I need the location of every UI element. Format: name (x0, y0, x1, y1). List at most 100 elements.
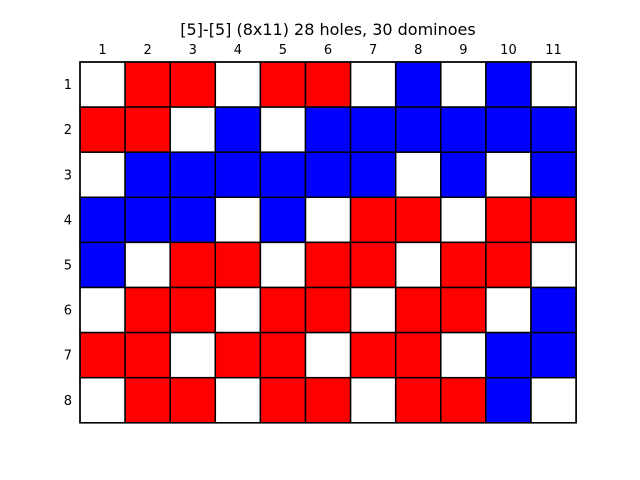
grid-cell (124, 106, 171, 153)
grid-cell (440, 151, 487, 199)
grid-cell (394, 61, 442, 108)
grid-cell (304, 331, 352, 379)
grid-cell (440, 331, 487, 379)
grid-cell (214, 376, 262, 424)
grid-cell (79, 61, 126, 108)
grid-cell (214, 241, 262, 289)
grid-cell (259, 61, 307, 108)
grid-cell (349, 241, 397, 289)
grid-cell (214, 106, 262, 153)
grid-cell (440, 376, 487, 424)
column-label: 6 (324, 43, 332, 58)
grid-cell (169, 241, 217, 289)
row-label: 3 (64, 168, 72, 183)
grid-cell (304, 196, 352, 244)
grid-cell (124, 286, 171, 334)
grid-cell (530, 61, 577, 108)
grid-cell (485, 151, 532, 199)
grid-cell (394, 151, 442, 199)
grid-cell (394, 106, 442, 153)
grid-cell (530, 106, 577, 153)
grid-cell (485, 241, 532, 289)
column-labels: 1 2 3 4 5 6 7 8 9 10 11 (98, 43, 561, 58)
grid-cell (169, 106, 217, 153)
grid-cell (485, 61, 532, 108)
grid-cell (530, 196, 577, 244)
grid-cell (124, 376, 171, 424)
column-label: 1 (98, 43, 106, 58)
grid-cell (79, 196, 126, 244)
grid-cell (349, 196, 397, 244)
grid-cell (394, 331, 442, 379)
column-label: 2 (144, 43, 152, 58)
row-label: 6 (64, 304, 72, 319)
grid-cell (440, 106, 487, 153)
grid-cell (79, 241, 126, 289)
grid-cell (214, 61, 262, 108)
grid-cell (259, 376, 307, 424)
grid-cell (79, 331, 126, 379)
grid-cell (124, 151, 171, 199)
grid-cell (259, 331, 307, 379)
grid-cell (79, 376, 126, 424)
grid-cell (214, 331, 262, 379)
grid-cell (394, 196, 442, 244)
grid-cell (349, 61, 397, 108)
grid-cell (169, 286, 217, 334)
board-title: [5]-[5] (8x11) 28 holes, 30 dominoes (180, 20, 475, 39)
grid-cell (304, 151, 352, 199)
grid-cell (79, 151, 126, 199)
grid-cell (79, 106, 126, 153)
grid-cell (259, 106, 307, 153)
grid-cell (530, 151, 577, 199)
grid-cell (485, 331, 532, 379)
grid-cell (440, 196, 487, 244)
column-label: 3 (189, 43, 197, 58)
column-label: 10 (500, 43, 517, 58)
grid-cell (349, 376, 397, 424)
grid-cell (259, 241, 307, 289)
grid-cell (304, 286, 352, 334)
grid-cell (169, 331, 217, 379)
grid-cell (124, 61, 171, 108)
grid-cell (485, 376, 532, 424)
column-label: 4 (234, 43, 242, 58)
grid-cell (304, 376, 352, 424)
grid-cell (440, 286, 487, 334)
grid-cell (530, 331, 577, 379)
grid-cell (440, 241, 487, 289)
grid-cell (349, 286, 397, 334)
grid-cell (394, 376, 442, 424)
grid-cell (530, 286, 577, 334)
grid-cell (530, 376, 577, 424)
row-label: 2 (64, 123, 72, 138)
grid-cell (169, 196, 217, 244)
grid-cell (124, 241, 171, 289)
grid-cell (259, 196, 307, 244)
grid-cell (214, 286, 262, 334)
grid-cell (79, 286, 126, 334)
grid-cell (259, 286, 307, 334)
grid-cell (485, 106, 532, 153)
grid-cell (394, 241, 442, 289)
grid-cell (349, 151, 397, 199)
grid-cell (259, 151, 307, 199)
grid-cell (124, 196, 171, 244)
column-label: 7 (369, 43, 377, 58)
grid-cell (169, 376, 217, 424)
row-label: 1 (64, 78, 72, 93)
grid-cell (304, 241, 352, 289)
row-label: 4 (64, 213, 72, 228)
grid-cell (304, 61, 352, 108)
grid-cell (440, 61, 487, 108)
grid-cells (79, 61, 577, 424)
row-label: 8 (64, 394, 72, 409)
board-frame (79, 61, 577, 424)
grid-cell (349, 106, 397, 153)
grid-cell (485, 196, 532, 244)
grid-cell (485, 286, 532, 334)
grid-cell (214, 151, 262, 199)
row-label: 7 (64, 349, 72, 364)
grid-cell (349, 331, 397, 379)
